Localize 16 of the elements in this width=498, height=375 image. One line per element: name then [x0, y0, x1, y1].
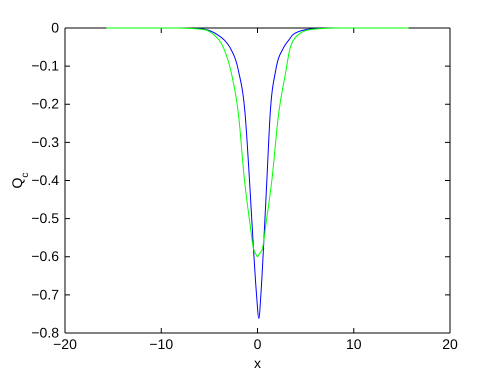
y-tick-label: −0.2	[31, 96, 60, 112]
line-series	[106, 28, 410, 258]
x-tick-label: 10	[346, 336, 362, 352]
y-tick-label: −0.4	[31, 172, 60, 188]
y-tick-label: −0.1	[31, 58, 60, 74]
y-tick-label: −0.3	[31, 134, 60, 150]
x-tick-label: −10	[149, 336, 174, 352]
x-tick-label: 0	[254, 336, 262, 352]
y-tick-label: −0.5	[31, 210, 60, 226]
y-tick-label: −0.7	[31, 286, 60, 302]
y-tick-label: −0.6	[31, 248, 60, 264]
line-series	[194, 28, 321, 320]
y-tick-label: −0.8	[31, 324, 60, 340]
y-tick-label: 0	[51, 19, 60, 36]
x-tick-label: 20	[442, 336, 458, 352]
x-axis-title: x	[254, 355, 261, 371]
